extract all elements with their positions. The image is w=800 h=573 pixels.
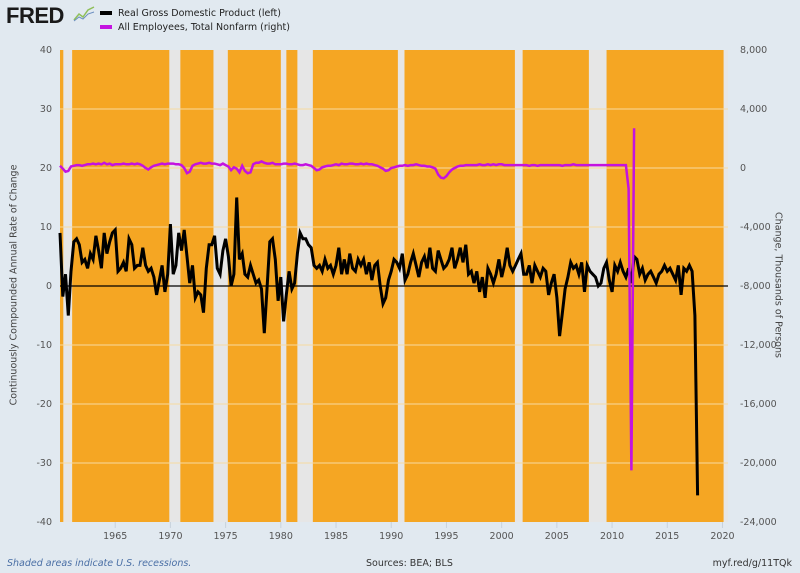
y-tick-label-right: -12,000 xyxy=(740,340,777,351)
y-tick-label-left: -10 xyxy=(36,340,52,351)
y-axis-left-title: Continuously Compounded Annual Rate of C… xyxy=(8,164,20,406)
x-tick-label: 2010 xyxy=(600,531,624,542)
series-line-employment xyxy=(59,128,636,471)
legend-item-gdp[interactable]: Real Gross Domestic Product (left) xyxy=(100,6,290,20)
x-tick-label: 1980 xyxy=(269,531,293,542)
y-axis-right-title: Change, Thousands of Persons xyxy=(772,212,784,358)
x-tick-label: 2000 xyxy=(490,531,514,542)
recession-note: Shaded areas indicate U.S. recessions. xyxy=(7,558,192,569)
x-axis: 1965 1970 1975 1980 1985 1990 1995 2000 2005 2010… xyxy=(103,522,735,542)
y-tick-label-left: 30 xyxy=(40,104,52,115)
series-layer xyxy=(58,128,728,496)
x-tick-label: 1970 xyxy=(158,531,182,542)
y-tick-label-left: 10 xyxy=(40,222,52,233)
y-tick-label-right: 4,000 xyxy=(740,104,767,115)
y-tick-label-right: 8,000 xyxy=(740,45,767,56)
legend-swatch-gdp xyxy=(100,11,112,15)
y-tick-label-right: 0 xyxy=(740,163,746,174)
y-tick-label-left: 20 xyxy=(40,163,52,174)
y-tick-label-left: -20 xyxy=(36,399,52,410)
y-tick-label-left: 40 xyxy=(40,45,52,56)
y-tick-label-left: -30 xyxy=(36,458,52,469)
legend-label-employment: All Employees, Total Nonfarm (right) xyxy=(118,21,290,33)
y-tick-label-right: -24,000 xyxy=(740,517,777,528)
legend-item-employment[interactable]: All Employees, Total Nonfarm (right) xyxy=(100,20,290,34)
legend-label-gdp: Real Gross Domestic Product (left) xyxy=(118,7,281,19)
x-tick-label: 1985 xyxy=(324,531,348,542)
x-tick-label: 1990 xyxy=(379,531,403,542)
y-axis-right: 8,000 4,000 0 -4,000 -8,000 -12,000 -16,000 -20… xyxy=(740,45,777,528)
fred-logo[interactable]: FRED xyxy=(6,3,64,28)
x-tick-label: 1975 xyxy=(214,531,238,542)
y-tick-label-right: -20,000 xyxy=(740,458,777,469)
x-tick-label: 1995 xyxy=(434,531,458,542)
x-tick-label: 2015 xyxy=(655,531,679,542)
legend: Real Gross Domestic Product (left) All E… xyxy=(100,6,290,34)
legend-swatch-employment xyxy=(100,25,112,29)
short-link[interactable]: myf.red/g/11TQk xyxy=(712,558,792,569)
y-axis-left: 40 30 20 10 0 -10 -20 -30 -40 xyxy=(36,45,52,528)
sources: Sources: BEA; BLS xyxy=(366,558,453,569)
y-tick-label-right: -16,000 xyxy=(740,399,777,410)
y-tick-label-left: -40 xyxy=(36,517,52,528)
x-tick-label: 1965 xyxy=(103,531,127,542)
y-tick-label-right: -4,000 xyxy=(740,222,771,233)
x-tick-label: 2020 xyxy=(710,531,734,542)
x-tick-label: 2005 xyxy=(545,531,569,542)
series-line-gdp xyxy=(58,197,700,496)
fred-graph-icon xyxy=(73,6,95,22)
y-tick-label-right: -8,000 xyxy=(740,281,771,292)
y-tick-label-left: 0 xyxy=(46,281,52,292)
